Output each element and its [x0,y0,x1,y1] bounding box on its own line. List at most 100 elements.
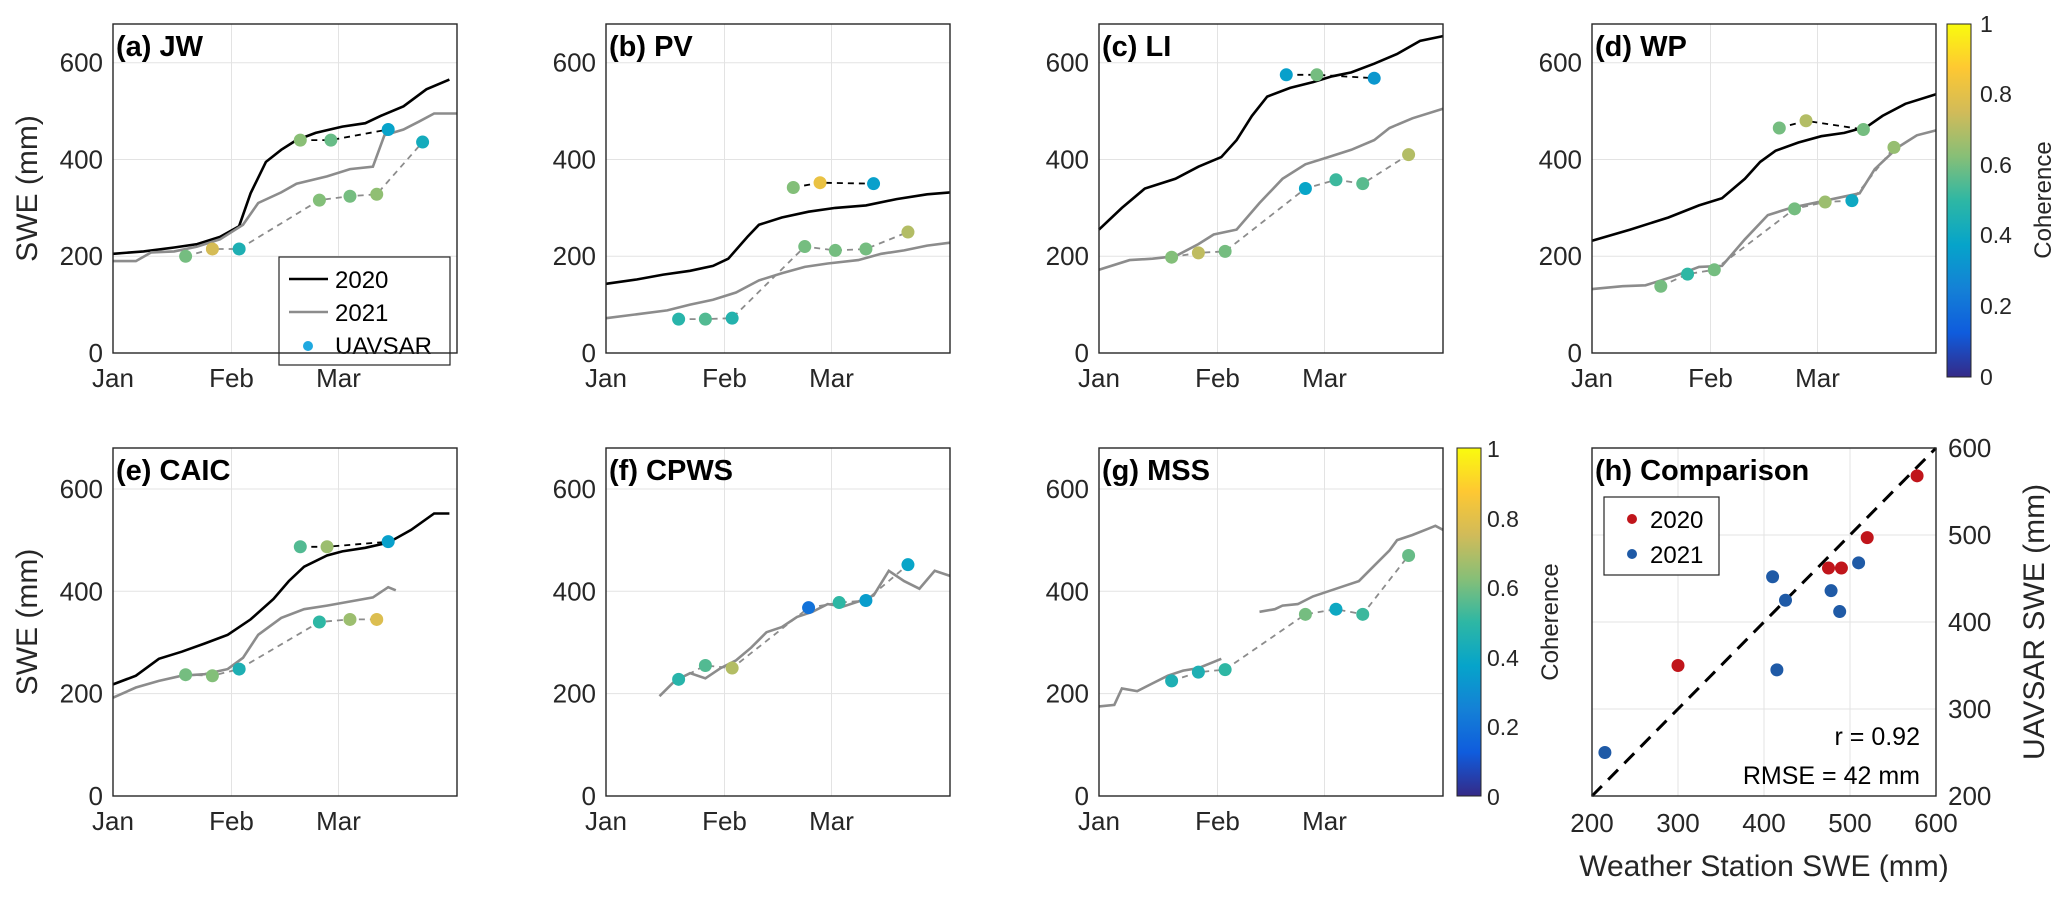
colorbar-top-tick: 0.2 [1980,293,2012,319]
uavsar-point [1310,68,1324,82]
y-tick-label: 400 [1046,576,1089,606]
legend: 2020 2021 [1603,496,1720,576]
uavsar-point [232,242,246,256]
plot-area [113,448,457,796]
y-tick-label: 600 [60,48,103,78]
uavsar-point [1707,263,1721,277]
plot-area [1099,448,1443,796]
uavsar-point [859,242,873,256]
uavsar-point [1298,182,1312,195]
uavsar-point [1772,121,1786,135]
uavsar-point [698,312,712,326]
x-tick-label: 500 [1828,808,1871,838]
panel-title: (b) PV [609,31,693,63]
y-axis-label: SWE (mm) [11,549,44,696]
x-tick-label: Mar [316,806,361,836]
uavsar-point [324,133,338,147]
x-tick-label: Jan [1078,363,1120,393]
uavsar-point [1191,246,1205,260]
uavsar-point [343,612,357,626]
panel-title: (d) WP [1595,31,1687,63]
x-tick-label: Mar [809,363,854,393]
scatter-point-2021 [1770,663,1784,677]
series-line-2021 [113,112,457,263]
uavsar-point [416,135,430,149]
uavsar-point [1165,674,1179,688]
uavsar-point [1165,250,1179,264]
x-tick-label: Feb [702,363,747,393]
uavsar-point [1279,68,1293,82]
panel-d: 0 200 400 600 Jan Feb Mar (d) WP [1539,23,1937,393]
panel-c: 0 200 400 600 Jan Feb Mar (c) LI [1046,23,1444,393]
uavsar-point [1799,114,1813,128]
y-tick-label: 600 [553,48,596,78]
scatter-point-2021 [1598,746,1612,759]
panel-title: (e) CAIC [116,455,230,487]
axes-frame [112,447,458,797]
x-tick-label: 200 [1570,808,1613,838]
uavsar-point [320,540,334,554]
x-tick-label: Mar [1302,363,1347,393]
uavsar-point [901,225,915,239]
colorbar-top-label: Coherence [2030,141,2057,258]
uavsar-point [1218,663,1232,677]
y-tick-label: 200 [1046,241,1089,271]
series-line-2021 [1098,657,1222,708]
uavsar-point [1218,244,1232,258]
axes-frame [1098,23,1444,354]
x-tick-label: Jan [92,363,134,393]
series-line-2021 [605,241,951,320]
colorbar-top-tick: 0 [1980,364,1993,390]
colorbar-bottom-bar [1456,447,1482,797]
y-tick-label: 200 [553,679,596,709]
y-tick-label: 400 [60,576,103,606]
x-tick-label: Jan [1078,806,1120,836]
scatter-point-2020 [1860,531,1874,545]
panel-title: (f) CPWS [609,455,733,487]
series-line-2021-b [1259,524,1444,614]
x-tick-label: Feb [1195,806,1240,836]
y-tick-label: 400 [1539,144,1582,174]
x-tick-label: Mar [316,363,361,393]
plot-area [606,448,950,796]
y-tick-label: 200 [1539,241,1582,271]
series-line-2020 [1591,92,1937,243]
uavsar-point [1654,279,1668,293]
plot-area [1099,24,1443,353]
y-tick-label: 200 [60,679,103,709]
series-line-2021 [1098,107,1444,272]
uavsar-point [381,122,395,136]
y-tick-label: 600 [60,474,103,504]
x-tick-label: Jan [585,363,627,393]
colorbar-top-tick: 0.6 [1980,152,2012,178]
axes-frame [1591,23,1937,354]
uavsar-point [828,243,842,257]
y-tick-label: 200 [60,241,103,271]
x-tick-label: Feb [209,363,254,393]
series-line-2021 [658,568,951,698]
x-tick-label: Jan [585,806,627,836]
axes-frame [605,23,951,354]
uavsar-point [205,669,219,683]
legend-label: 2020 [1650,507,1703,534]
uavsar-point [381,535,395,549]
y-axis-label: SWE (mm) [11,115,44,262]
uavsar-point [1367,71,1381,85]
uavsar-point [672,672,686,686]
axes-frame [605,447,951,797]
uavsar-point [786,181,800,195]
uavsar-point [312,193,326,207]
legend-label: UAVSAR [335,333,432,360]
uavsar-point [1402,148,1416,162]
legend-swatch-2020 [1627,514,1637,524]
uavsar-point [1191,665,1205,679]
x-tick-label: Feb [1195,363,1240,393]
scatter-point-2020 [1822,561,1835,575]
one-to-one-line [1590,446,1938,798]
uavsar-point [725,661,739,675]
annotation-rmse: RMSE = 42 mm [1743,762,1920,790]
uavsar-point [1845,194,1859,208]
y-tick-label: 0 [1075,338,1089,368]
colorbar-top: 0 0.2 0.4 0.6 0.8 1 Coherence [1946,11,2057,390]
